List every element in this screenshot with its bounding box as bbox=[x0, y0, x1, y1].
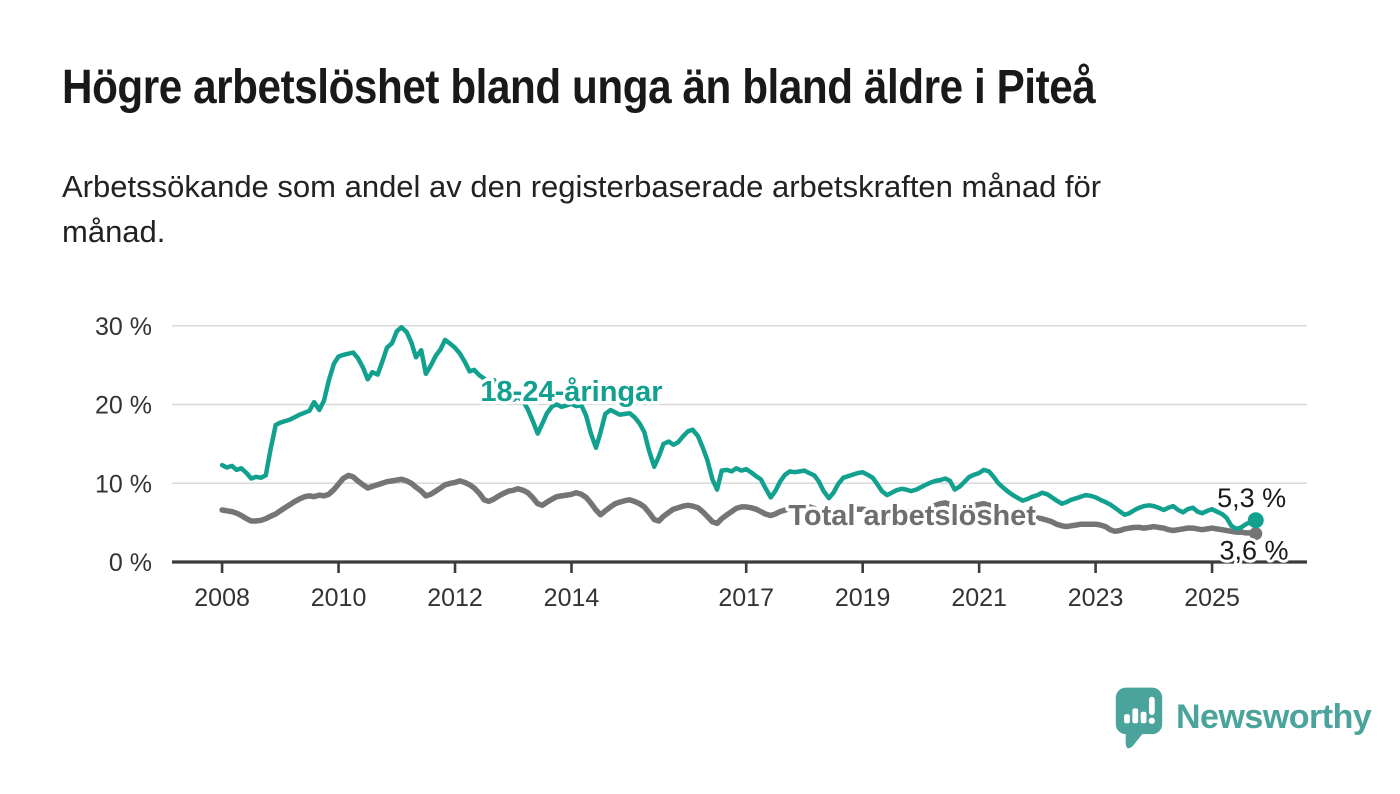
x-tick-label-2012: 2012 bbox=[427, 584, 483, 612]
y-tick-label-30: 30 % bbox=[95, 313, 152, 341]
series-line-total bbox=[219, 472, 1259, 537]
x-tick-label-2023: 2023 bbox=[1068, 584, 1124, 612]
x-tick-label-2025: 2025 bbox=[1184, 584, 1240, 612]
x-tick-label-2019: 2019 bbox=[835, 584, 891, 612]
series-line-youth bbox=[219, 325, 1259, 532]
x-tick-label-2014: 2014 bbox=[544, 584, 600, 612]
series-label-total: Total arbetslöshet bbox=[788, 500, 1036, 532]
y-tick-label-0: 0 % bbox=[109, 549, 152, 577]
x-tick-label-2010: 2010 bbox=[311, 584, 367, 612]
speech-bubble-shape bbox=[1115, 687, 1163, 749]
exclamation-bar bbox=[1148, 696, 1155, 716]
x-tick-label-2008: 2008 bbox=[194, 584, 250, 612]
series-end-dot-total bbox=[1249, 527, 1263, 541]
end-value-label-total: 3,6 % bbox=[1219, 536, 1288, 566]
subtitle-line-2: månad. bbox=[62, 213, 166, 249]
chart-subtitle: Arbetssökande som andel av den registerb… bbox=[62, 165, 1101, 255]
page-title-text: Högre arbetslöshet bland unga än bland ä… bbox=[62, 61, 1096, 114]
bar-3 bbox=[1140, 711, 1147, 724]
page-title: Högre arbetslöshet bland unga än bland ä… bbox=[62, 60, 1236, 115]
brand-name: Newsworthy bbox=[1176, 698, 1372, 736]
subtitle-line-1: Arbetssökande som andel av den registerb… bbox=[62, 169, 1102, 204]
newsworthy-logo: Newsworthy bbox=[1114, 686, 1372, 749]
y-tick-label-10: 10 % bbox=[95, 470, 152, 498]
exclamation-dot bbox=[1148, 717, 1155, 724]
end-value-label-youth: 5,3 % bbox=[1217, 483, 1286, 513]
bar-chart-speech-bubble-icon bbox=[1115, 687, 1163, 749]
bar-2 bbox=[1132, 708, 1139, 724]
bar-1 bbox=[1124, 714, 1130, 724]
series-end-dot-youth bbox=[1247, 512, 1264, 529]
x-tick-label-2021: 2021 bbox=[951, 584, 1007, 612]
series-label-youth: 18-24-åringar bbox=[480, 376, 662, 408]
x-tick-label-2017: 2017 bbox=[718, 584, 774, 612]
y-tick-label-20: 20 % bbox=[95, 392, 152, 420]
